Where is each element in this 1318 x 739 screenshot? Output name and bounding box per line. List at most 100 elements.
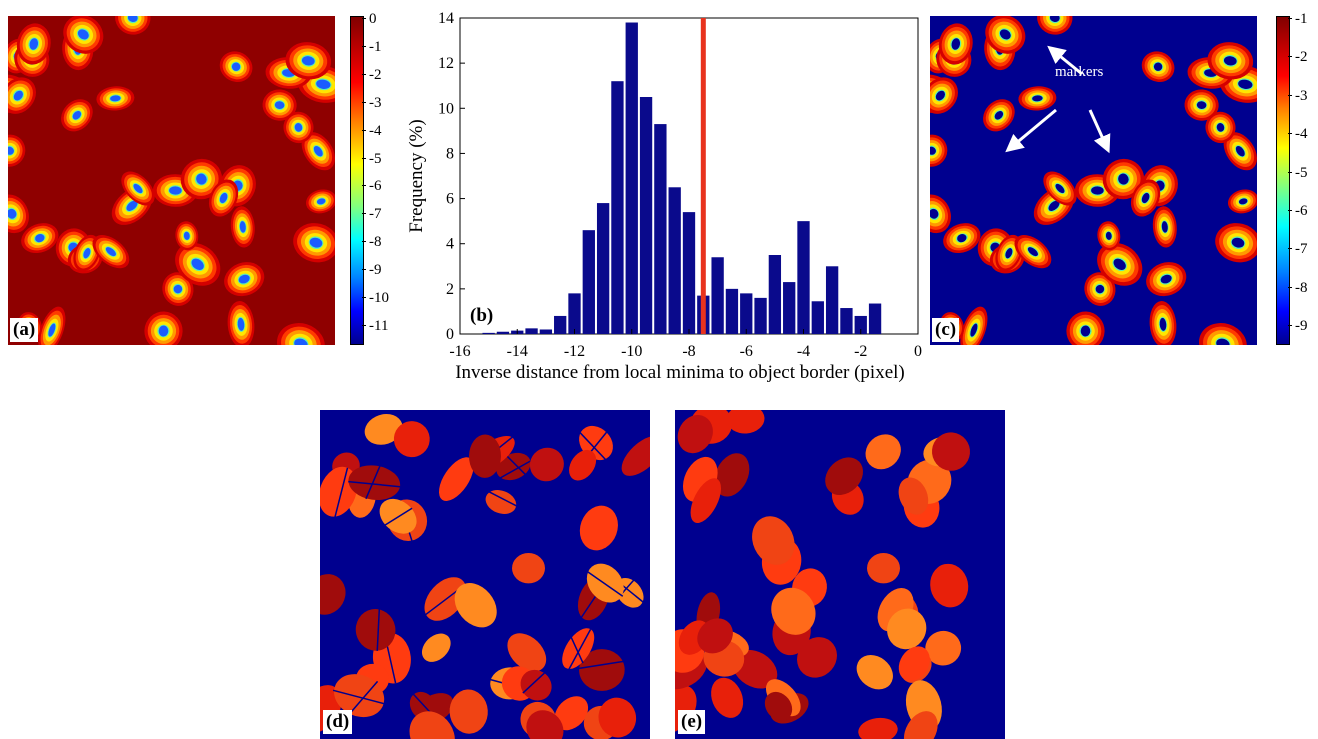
blob	[1215, 223, 1257, 263]
panel-e-label: (e)	[678, 710, 706, 734]
blob	[262, 89, 297, 121]
blob	[1037, 16, 1073, 35]
blob	[21, 223, 59, 254]
blob	[1223, 132, 1257, 171]
panel-d-oversegmented	[320, 410, 650, 739]
segmented-object	[858, 717, 898, 739]
segmented-object	[507, 633, 547, 672]
segmented-object	[887, 608, 927, 650]
blob	[1084, 272, 1116, 306]
segmented-object	[865, 434, 901, 470]
segmented-object	[690, 478, 722, 523]
histogram-bar	[496, 331, 510, 334]
blob	[152, 174, 198, 207]
panel-a-distance-map	[8, 16, 335, 345]
histogram-bar	[611, 81, 624, 334]
segmented-object	[579, 505, 618, 551]
blob	[227, 301, 255, 345]
segmented-object	[903, 711, 938, 739]
colorbar-a-tickmark	[362, 73, 366, 75]
colorbar-c-tickmark	[1288, 94, 1292, 96]
colorbar-c-tick-label: -4	[1295, 126, 1308, 143]
histogram-bar	[768, 255, 782, 334]
blob	[73, 234, 101, 272]
segmented-object	[621, 435, 650, 476]
colorbar-a-tickmark	[362, 241, 366, 243]
colorbar-c-tickmark	[1288, 133, 1292, 135]
blob	[305, 189, 335, 214]
histogram-bar	[711, 257, 724, 334]
segmented-object	[797, 637, 837, 678]
segmented-object	[554, 696, 589, 731]
blob	[1014, 234, 1052, 269]
segmented-object	[764, 691, 793, 721]
colorbar-c	[1276, 16, 1290, 345]
histogram-bar	[811, 301, 824, 334]
colorbar-a-tickmark	[362, 157, 366, 159]
segmented-object	[711, 677, 744, 718]
distance-map-image	[8, 16, 335, 345]
blob	[293, 223, 335, 263]
segmented-object	[485, 490, 517, 514]
segmented-object	[421, 633, 451, 662]
blob	[16, 23, 51, 65]
blob	[121, 171, 155, 206]
segmented-object	[586, 563, 624, 603]
colorbar-a-tick-label: -7	[369, 206, 382, 223]
blob	[301, 132, 335, 171]
histogram-bar	[639, 97, 653, 334]
segmented-object	[930, 563, 969, 608]
blob	[930, 194, 951, 234]
y-axis-label: Frequency (%)	[406, 119, 427, 232]
colorbar-a-tickmark	[362, 129, 366, 131]
blob	[276, 323, 325, 345]
colorbar-a-tickmark	[362, 269, 366, 271]
blob	[283, 111, 314, 144]
segmented-object	[438, 457, 474, 501]
blob	[63, 16, 104, 54]
blob	[175, 242, 221, 286]
blob	[61, 99, 93, 132]
colorbar-a-tick-label: -3	[369, 94, 382, 111]
blob	[938, 23, 973, 65]
markers-annotation-label: markers	[1055, 64, 1104, 80]
colorbar-c-tickmark	[1288, 56, 1292, 58]
x-tick-label: -10	[621, 343, 642, 360]
segmented-object	[364, 414, 403, 445]
segmented-object	[898, 477, 929, 515]
segmented-object	[529, 447, 564, 482]
blob	[1018, 86, 1057, 111]
blob	[1227, 189, 1257, 214]
histogram-bar	[554, 315, 567, 334]
histogram-bar	[797, 221, 810, 334]
blob	[1146, 262, 1187, 297]
blob	[96, 86, 135, 111]
blob	[983, 99, 1015, 132]
colorbar-a-tick-label: -10	[369, 290, 389, 307]
colorbar-c-tickmark	[1288, 325, 1292, 326]
histogram-bar	[482, 332, 495, 334]
histogram-bar	[754, 297, 767, 334]
blob	[930, 134, 948, 167]
colorbar-c-tickmark	[1288, 248, 1292, 250]
blob	[1130, 179, 1161, 217]
colorbar-a-tick-label: -6	[369, 178, 382, 195]
blob	[1205, 111, 1236, 144]
blob	[1207, 42, 1254, 80]
colorbar-c-tickmark	[1288, 286, 1292, 288]
colorbar-a-tickmark	[362, 101, 366, 103]
segmented-object	[562, 628, 595, 671]
x-tick-label: -14	[507, 343, 528, 360]
blob	[8, 134, 26, 167]
colorbar-a-tick-label: -5	[369, 150, 382, 167]
colorbar-a-tick-label: -2	[369, 66, 382, 83]
segmented-object	[449, 689, 488, 734]
segmented-object	[931, 432, 971, 471]
colorbar-c-tickmark	[1288, 18, 1292, 19]
histogram-bar	[682, 212, 696, 334]
panel-c-marker-map	[930, 16, 1257, 345]
colorbar-c-tick-label: -5	[1295, 164, 1308, 181]
y-tick-label: 6	[446, 191, 454, 208]
panel-b-label: (b)	[467, 304, 497, 328]
colorbar-a-tickmark	[362, 18, 366, 19]
